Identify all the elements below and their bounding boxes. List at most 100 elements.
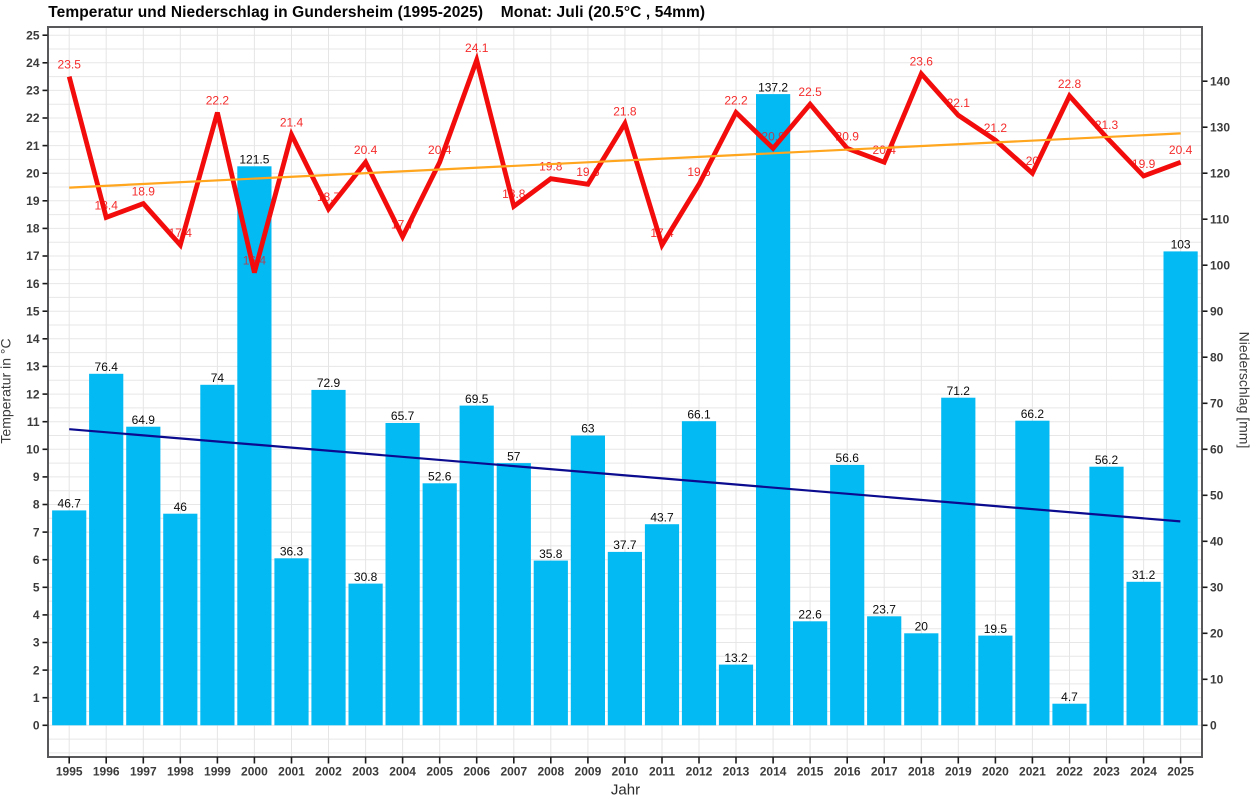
svg-text:11: 11 [27, 415, 40, 429]
svg-text:24: 24 [26, 56, 40, 70]
svg-text:2017: 2017 [871, 765, 898, 779]
svg-text:23.7: 23.7 [873, 603, 897, 617]
svg-text:21.8: 21.8 [613, 104, 637, 118]
svg-text:130: 130 [1210, 121, 1230, 135]
svg-text:Niederschlag [mm]: Niederschlag [mm] [1237, 332, 1253, 449]
svg-text:20.4: 20.4 [1169, 143, 1193, 157]
svg-text:22: 22 [26, 111, 40, 125]
svg-text:2011: 2011 [649, 765, 675, 779]
svg-text:24.1: 24.1 [465, 41, 489, 55]
svg-text:120: 120 [1210, 167, 1230, 181]
svg-text:30: 30 [1210, 581, 1224, 595]
svg-text:46: 46 [174, 500, 188, 514]
svg-text:21.2: 21.2 [984, 121, 1008, 135]
svg-text:6: 6 [33, 553, 40, 567]
svg-text:2015: 2015 [797, 765, 824, 779]
svg-text:15: 15 [26, 304, 40, 318]
svg-text:8: 8 [33, 498, 40, 512]
svg-text:21: 21 [26, 139, 40, 153]
svg-text:Temperatur in °C: Temperatur in °C [0, 338, 14, 443]
svg-text:64.9: 64.9 [132, 413, 156, 427]
svg-text:23.6: 23.6 [910, 55, 934, 69]
svg-text:2001: 2001 [278, 765, 305, 779]
svg-text:3: 3 [33, 636, 40, 650]
svg-text:76.4: 76.4 [95, 360, 119, 374]
svg-text:65.7: 65.7 [391, 409, 415, 423]
svg-text:10: 10 [26, 443, 40, 457]
svg-text:137.2: 137.2 [758, 80, 788, 94]
svg-text:43.7: 43.7 [650, 510, 674, 524]
svg-text:71.2: 71.2 [947, 384, 971, 398]
svg-text:19.8: 19.8 [539, 160, 563, 174]
svg-text:17: 17 [26, 249, 40, 263]
svg-text:2021: 2021 [1019, 765, 1046, 779]
svg-text:18: 18 [26, 222, 40, 236]
svg-text:2003: 2003 [352, 765, 379, 779]
svg-text:1997: 1997 [130, 765, 157, 779]
svg-text:13.2: 13.2 [724, 651, 748, 665]
svg-text:2004: 2004 [389, 765, 416, 779]
svg-text:25: 25 [26, 28, 40, 42]
svg-text:2009: 2009 [575, 765, 602, 779]
svg-text:60: 60 [1210, 443, 1224, 457]
svg-text:2005: 2005 [426, 765, 453, 779]
svg-text:16: 16 [26, 277, 40, 291]
svg-text:Jahr: Jahr [611, 782, 640, 799]
svg-text:1999: 1999 [204, 765, 231, 779]
svg-text:56.6: 56.6 [836, 451, 860, 465]
svg-text:52.6: 52.6 [428, 470, 452, 484]
svg-text:1: 1 [33, 691, 40, 705]
svg-text:4.7: 4.7 [1061, 690, 1078, 704]
svg-text:90: 90 [1210, 305, 1224, 319]
svg-text:66.1: 66.1 [687, 407, 711, 421]
svg-text:36.3: 36.3 [280, 545, 304, 559]
svg-text:2010: 2010 [612, 765, 639, 779]
svg-text:10: 10 [1210, 673, 1224, 687]
svg-text:19: 19 [26, 194, 40, 208]
svg-text:23: 23 [26, 84, 40, 98]
svg-text:Temperatur und Niederschlag in: Temperatur und Niederschlag in Gundershe… [48, 4, 705, 21]
svg-text:63: 63 [581, 422, 595, 436]
svg-text:20: 20 [915, 620, 929, 634]
svg-text:2022: 2022 [1056, 765, 1083, 779]
svg-text:50: 50 [1210, 489, 1224, 503]
svg-text:35.8: 35.8 [539, 547, 563, 561]
svg-text:2012: 2012 [686, 765, 713, 779]
svg-text:2023: 2023 [1093, 765, 1120, 779]
svg-text:100: 100 [1210, 259, 1230, 273]
svg-text:121.5: 121.5 [239, 153, 269, 167]
svg-text:69.5: 69.5 [465, 392, 489, 406]
svg-text:57: 57 [507, 449, 521, 463]
svg-text:72.9: 72.9 [317, 376, 341, 390]
svg-text:7: 7 [33, 525, 40, 539]
svg-text:140: 140 [1210, 75, 1230, 89]
svg-text:22.6: 22.6 [798, 608, 822, 622]
svg-text:80: 80 [1210, 351, 1224, 365]
svg-text:1995: 1995 [56, 765, 83, 779]
svg-text:74: 74 [211, 371, 225, 385]
svg-text:22.5: 22.5 [798, 85, 822, 99]
svg-text:19.5: 19.5 [984, 622, 1008, 636]
svg-text:5: 5 [33, 581, 40, 595]
svg-text:20: 20 [26, 166, 40, 180]
svg-text:0: 0 [1210, 719, 1217, 733]
svg-text:66.2: 66.2 [1021, 407, 1045, 421]
svg-text:21.4: 21.4 [280, 116, 304, 130]
svg-text:23.5: 23.5 [58, 58, 82, 72]
svg-text:12: 12 [26, 387, 40, 401]
svg-text:1996: 1996 [93, 765, 120, 779]
svg-text:20.4: 20.4 [354, 143, 378, 157]
svg-text:0: 0 [33, 719, 40, 733]
svg-text:37.7: 37.7 [613, 538, 637, 552]
svg-text:2: 2 [33, 663, 40, 677]
svg-text:110: 110 [1210, 213, 1230, 227]
svg-text:2000: 2000 [241, 765, 268, 779]
svg-text:18.9: 18.9 [132, 185, 156, 199]
svg-text:2016: 2016 [834, 765, 861, 779]
svg-text:31.2: 31.2 [1132, 568, 1156, 582]
svg-text:56.2: 56.2 [1095, 453, 1119, 467]
svg-text:2007: 2007 [500, 765, 527, 779]
svg-text:2025: 2025 [1167, 765, 1194, 779]
svg-text:14: 14 [26, 332, 40, 346]
svg-text:2020: 2020 [982, 765, 1009, 779]
